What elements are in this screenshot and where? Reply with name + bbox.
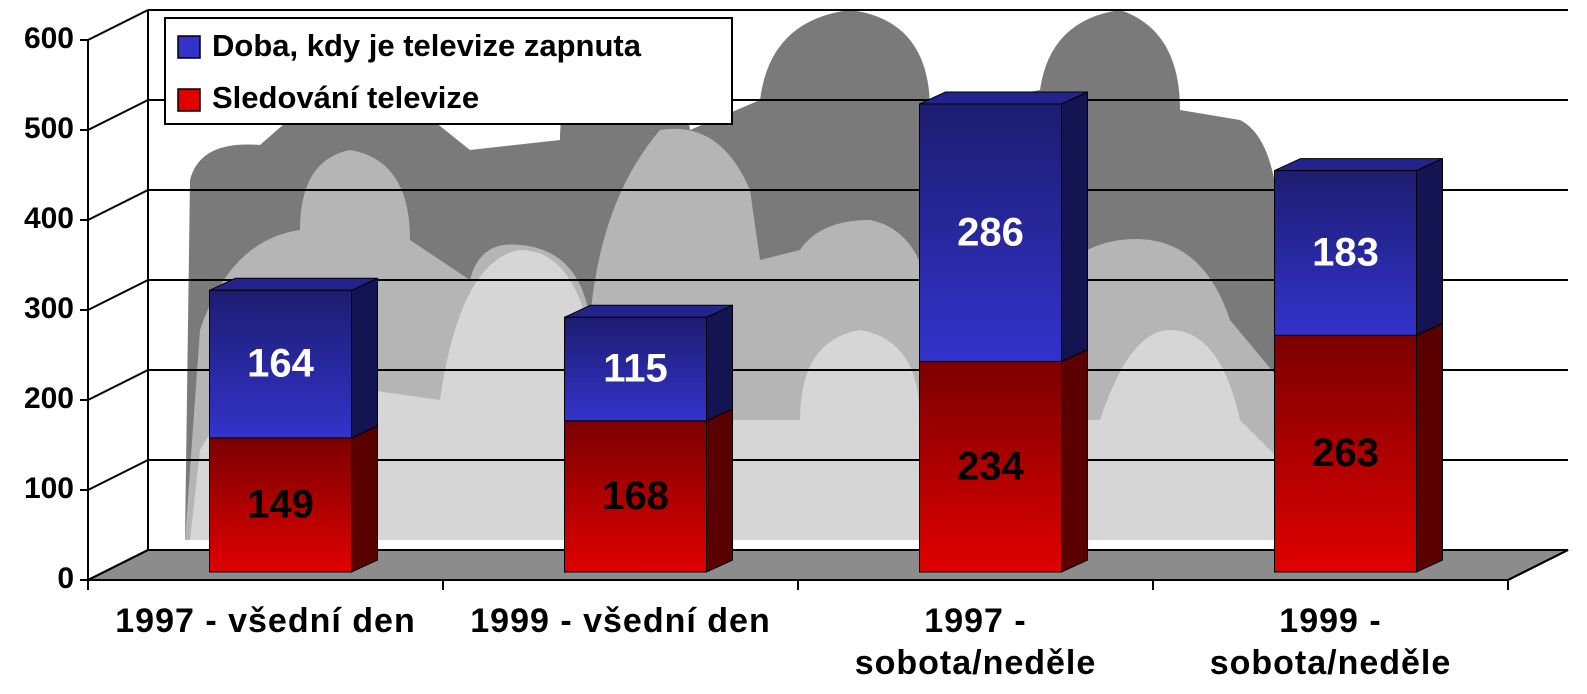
legend-swatch [178,36,200,58]
data-label: 286 [957,210,1024,254]
grid-line [88,10,148,40]
x-tick-label: 1999 - všední den [451,600,791,642]
bar-side-shade [352,426,378,572]
bar-side-shade [707,305,733,421]
bar-top-shade [920,92,1088,104]
grid-line [88,100,148,130]
bar-side-shade [707,409,733,572]
bar-side-shade [352,278,378,438]
y-tick-label: 100 [24,472,74,505]
bar-top-shade [210,278,378,290]
y-tick-label: 200 [24,382,74,415]
y-tick-label: 400 [24,202,74,235]
bar-top-shade [1275,159,1443,171]
grid-line [88,370,148,400]
x-tick-label: 1997 - všední den [96,600,436,642]
data-label: 183 [1312,231,1379,275]
data-label: 115 [603,347,668,391]
y-tick-label: 300 [24,292,74,325]
data-label: 168 [602,474,669,518]
grid-line [88,460,148,490]
data-label: 149 [247,483,314,527]
legend: Doba, kdy je televize zapnuta Sledování … [165,18,732,124]
chart: 0 100 200 300 400 500 600 149 164 168 115 234 286 26… [0,0,1587,694]
legend-swatch [178,89,200,111]
y-tick-label: 500 [24,112,74,145]
bar-side-shade [1062,349,1088,572]
data-label: 234 [957,444,1024,488]
legend-label: Sledování televize [212,80,479,115]
bar-side-shade [1417,323,1443,572]
y-tick-label: 0 [57,562,74,595]
legend-label: Doba, kdy je televize zapnuta [212,28,642,63]
grid-line [88,280,148,310]
bar-side-shade [1062,92,1088,361]
grid-line [88,190,148,220]
data-label: 164 [247,342,314,386]
bar-side-shade [1417,159,1443,336]
y-tick-label: 600 [24,22,74,55]
x-tick-label: 1997 - sobota/neděle [806,600,1146,684]
page: 0 100 200 300 400 500 600 149 164 168 115 234 286 26… [0,0,1587,694]
bar-top-shade [565,305,733,317]
data-label: 263 [1312,431,1379,475]
x-tick-label: 1999 - sobota/neděle [1161,600,1501,684]
